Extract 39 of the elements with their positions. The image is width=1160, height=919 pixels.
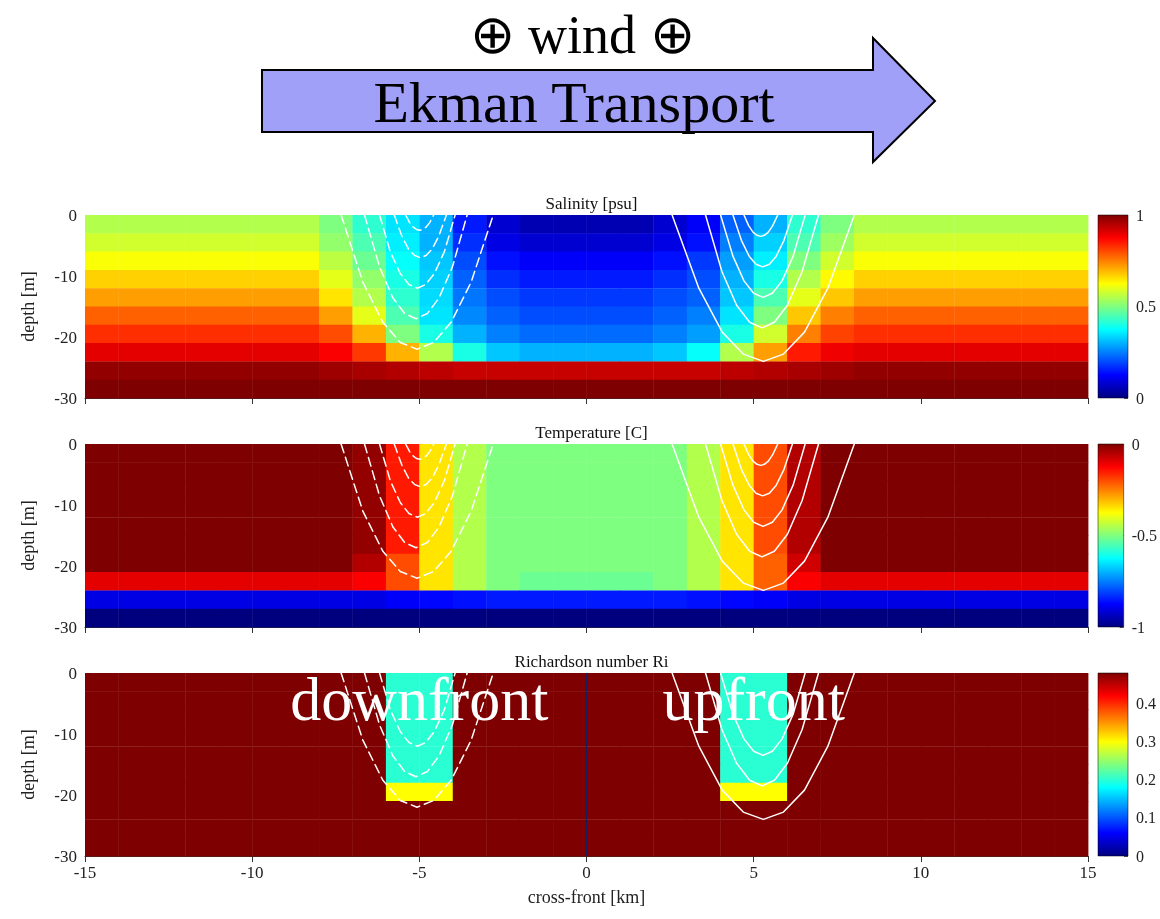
y-tick-label: -10 bbox=[54, 495, 77, 515]
color-bar-label: -1 bbox=[1131, 618, 1145, 636]
y-tick-label: -30 bbox=[54, 388, 77, 408]
color-bar-label: 0.2 bbox=[1136, 771, 1156, 789]
y-tick-label: -20 bbox=[54, 556, 77, 576]
y-tick-label: -10 bbox=[54, 724, 77, 744]
x-tick-label: -10 bbox=[240, 863, 264, 882]
text: ⊕ wind ⊕ bbox=[469, 5, 695, 65]
y-axis-title: depth [m] bbox=[18, 271, 38, 342]
y-tick-label: 0 bbox=[68, 205, 77, 225]
color-bar-label: 1 bbox=[1136, 206, 1144, 224]
color-bar-label: -0.5 bbox=[1131, 527, 1157, 544]
y-axis-title: depth [m] bbox=[18, 500, 38, 571]
color-bar-label: 0.4 bbox=[1136, 695, 1156, 712]
x-tick-label: 0 bbox=[582, 863, 591, 882]
chart-title: Temperature [C] bbox=[535, 423, 648, 442]
x-tick-label: 15 bbox=[1079, 863, 1097, 882]
color-bar-label: 0.5 bbox=[1136, 298, 1156, 315]
chart-title: Salinity [psu] bbox=[545, 194, 638, 213]
y-tick-label: 0 bbox=[68, 663, 77, 683]
color-bar-label: 0.3 bbox=[1136, 733, 1156, 751]
x-tick-label: 5 bbox=[749, 863, 758, 882]
y-axis-title: depth [m] bbox=[18, 729, 38, 800]
y-tick-label: -30 bbox=[54, 846, 77, 866]
y-tick-label: -10 bbox=[54, 266, 77, 286]
color-bar-label: 0 bbox=[1131, 435, 1140, 453]
x-tick-label: 10 bbox=[912, 863, 930, 882]
color-bar-label: 0 bbox=[1136, 847, 1144, 865]
color-bar-label: 0.1 bbox=[1136, 809, 1156, 827]
text: Ekman Transport bbox=[373, 70, 775, 135]
x-tick-label: -5 bbox=[412, 863, 427, 882]
y-tick-label: -20 bbox=[54, 785, 77, 805]
x-axis-title: cross-front [km] bbox=[527, 887, 646, 907]
y-tick-label: 0 bbox=[68, 434, 77, 454]
color-bar-label: 0 bbox=[1136, 389, 1144, 407]
y-tick-label: -20 bbox=[54, 327, 77, 347]
x-tick-label: -15 bbox=[73, 863, 97, 882]
y-tick-label: -30 bbox=[54, 617, 77, 637]
chart-title: Richardson number Ri bbox=[514, 652, 669, 671]
